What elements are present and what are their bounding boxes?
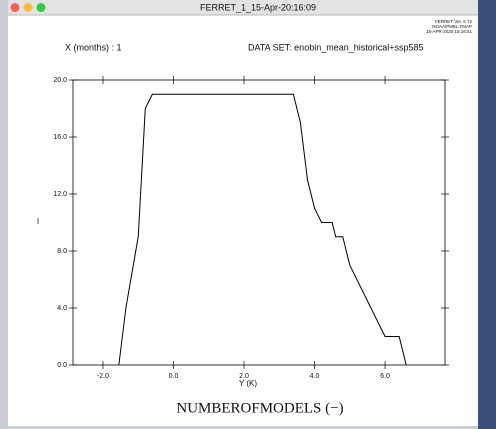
- stamp-line: FERRET Ver. 6.72: [435, 19, 472, 24]
- x-tick-label: 0.0: [169, 373, 179, 380]
- x-axis-label: Y (K): [239, 379, 257, 388]
- data-line: [118, 93, 407, 366]
- x-tick-label: -2.0: [97, 373, 109, 380]
- stamp-line: NOAA/PMEL TMAP: [432, 24, 472, 29]
- minimize-button[interactable]: [23, 3, 33, 12]
- y-tick-label: 4.0: [57, 305, 67, 312]
- window-title: FERRET_1_15-Apr-20:16:09: [200, 2, 316, 12]
- y-tick-label: 20.0: [53, 77, 67, 84]
- zoom-button[interactable]: [36, 3, 46, 12]
- y-axis-label: I: [37, 217, 39, 226]
- plot-frame: [72, 79, 446, 366]
- title-bar: [8, 0, 478, 15]
- header-right: DATA SET: enobin_mean_historical+ssp585: [248, 42, 424, 52]
- chart-title: NUMBEROFMODELS (−): [176, 400, 343, 416]
- y-tick-label: 0.0: [57, 362, 67, 369]
- close-button[interactable]: [10, 3, 20, 12]
- y-tick-label: 8.0: [57, 248, 67, 255]
- desktop-edge: [478, 0, 496, 429]
- header-left: X (months) : 1: [65, 42, 122, 52]
- y-tick-label: 16.0: [53, 134, 67, 141]
- stamp-line: 15-APR-2020 16:16:51: [426, 29, 473, 34]
- y-tick-label: 12.0: [53, 191, 67, 198]
- window: [8, 0, 478, 426]
- x-tick-label: 2.0: [239, 373, 249, 380]
- x-tick-label: 4.0: [310, 373, 320, 380]
- x-tick-label: 6.0: [380, 373, 390, 380]
